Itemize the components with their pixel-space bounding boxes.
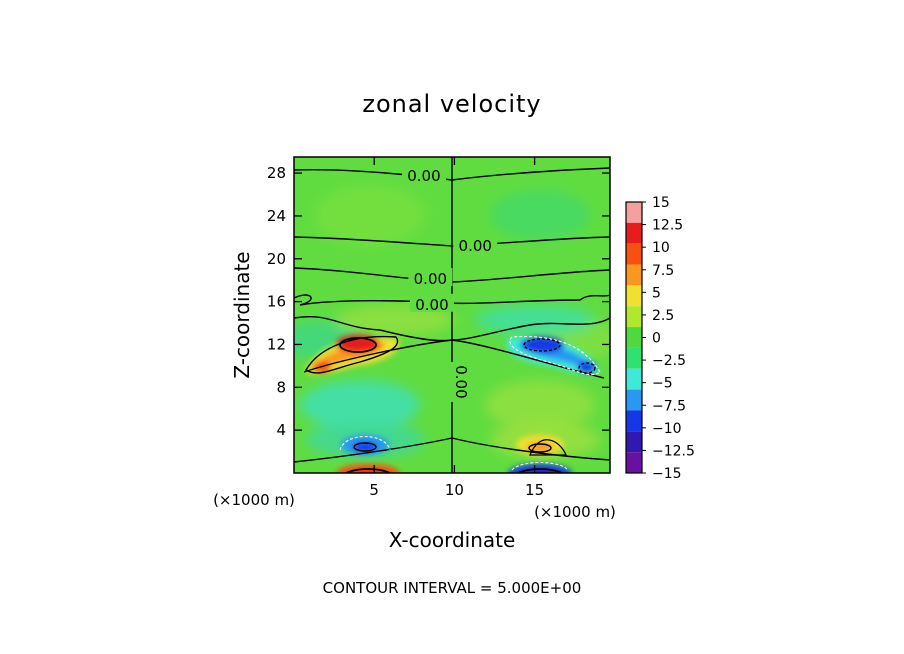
x-axis-label: X-coordinate <box>389 528 516 552</box>
colorbar-swatch <box>626 285 642 307</box>
svg-text:0.00: 0.00 <box>415 296 448 314</box>
chart-title: zonal velocity <box>362 90 541 118</box>
y-tick-label: 28 <box>267 164 286 182</box>
colorbar-label: 5 <box>652 285 661 301</box>
colorbar-swatch <box>626 264 642 286</box>
svg-text:0.00: 0.00 <box>459 237 492 255</box>
y-tick-label: 20 <box>267 250 286 268</box>
x-unit-label: (×1000 m) <box>534 503 616 521</box>
colorbar-label: −12.5 <box>652 443 695 459</box>
colorbar-label: 2.5 <box>652 308 674 324</box>
svg-text:0.00: 0.00 <box>452 365 470 398</box>
contour-label: 0.00 <box>453 234 498 255</box>
colorbar-swatch <box>626 452 642 473</box>
colorbar-label: 15 <box>652 195 670 211</box>
colorbar-label: 10 <box>652 240 670 256</box>
contour-label: 0.00 <box>443 361 470 402</box>
heatmap-field: 0.00 0.00 0.00 0.00 0.00 <box>294 157 610 473</box>
colorbar-swatch <box>626 222 642 244</box>
plot-frame <box>293 156 611 474</box>
colorbar-label: 7.5 <box>652 263 674 279</box>
y-axis-label: Z-coordinate <box>230 251 254 378</box>
colorbar-label: −10 <box>652 421 682 437</box>
colorbar-swatch <box>626 368 642 390</box>
colorbar-swatch <box>626 202 642 223</box>
x-tick-label: 5 <box>369 481 379 499</box>
y-tick-label: 12 <box>267 335 286 353</box>
x-axis-ticks: 5 10 15 <box>369 157 544 499</box>
contour-label: 0.00 <box>401 165 446 185</box>
svg-text:0.00: 0.00 <box>414 270 447 288</box>
y-unit-label: (×1000 m) <box>213 491 295 509</box>
colorbar-swatch <box>626 389 642 411</box>
x-tick-label: 15 <box>525 481 544 499</box>
colorbar-swatch <box>626 410 642 432</box>
contour-label: 0.00 <box>409 293 454 314</box>
colorbar-swatch <box>626 327 642 348</box>
y-tick-label: 24 <box>267 207 286 225</box>
colorbar-label: −15 <box>652 466 682 482</box>
contour-interval-footer: CONTOUR INTERVAL = 5.000E+00 <box>323 579 582 597</box>
colorbar-label: 0 <box>652 331 661 347</box>
x-tick-label: 10 <box>445 481 464 499</box>
colorbar-swatch <box>626 306 642 328</box>
colorbar-swatch <box>626 431 642 453</box>
svg-text:0.00: 0.00 <box>407 167 440 185</box>
colorbar-label: −7.5 <box>652 398 686 414</box>
colorbar-swatch <box>626 243 642 265</box>
colorbar-label: 12.5 <box>652 218 683 234</box>
y-tick-label: 8 <box>276 378 286 396</box>
colorbar-label: −5 <box>652 376 673 392</box>
colorbar-label: −2.5 <box>652 353 686 369</box>
y-tick-label: 16 <box>267 293 286 311</box>
y-tick-label: 4 <box>276 421 286 439</box>
colorbar: 15 12.5 10 7.5 5 2.5 0 −2.5 −5 −7.5 −10 −12.5 −15 <box>625 195 695 482</box>
contour-label: 0.00 <box>408 268 453 288</box>
y-axis-ticks: 4 8 12 16 20 24 28 <box>267 164 610 439</box>
colorbar-swatch <box>626 347 642 369</box>
